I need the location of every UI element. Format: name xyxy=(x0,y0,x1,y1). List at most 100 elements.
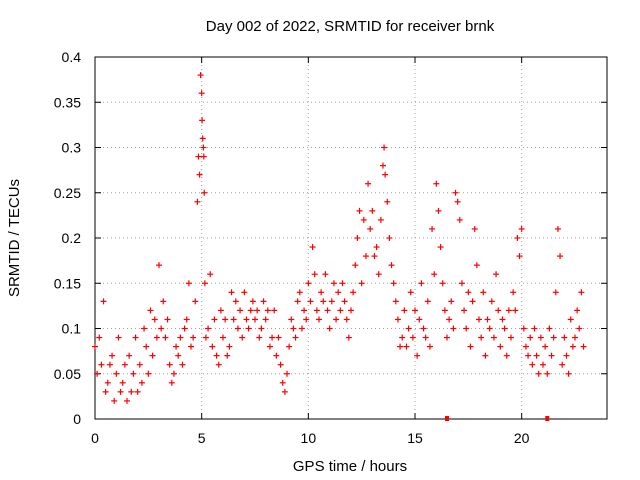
data-point xyxy=(557,253,564,260)
data-point xyxy=(292,334,299,341)
data-point xyxy=(548,352,555,359)
data-point xyxy=(104,379,111,386)
data-point xyxy=(358,280,365,287)
axis-marker-layer xyxy=(445,416,550,421)
data-point xyxy=(256,334,263,341)
data-point xyxy=(205,325,212,332)
data-point xyxy=(554,225,561,232)
data-point xyxy=(529,361,536,368)
data-point xyxy=(533,352,540,359)
data-point xyxy=(505,307,512,314)
data-point xyxy=(177,334,184,341)
data-point xyxy=(458,280,465,287)
data-point xyxy=(197,72,204,79)
x-tick-label: 20 xyxy=(514,430,530,446)
data-point xyxy=(156,262,162,269)
data-point xyxy=(467,343,474,350)
data-point xyxy=(130,370,137,377)
data-point xyxy=(158,325,165,332)
tick-label-layer: 0 5 10 15 20 0 0.05 0.1 0.15 0.2 0.25 0.3 0.35 0.4 xyxy=(54,49,530,446)
data-point xyxy=(490,334,497,341)
data-point xyxy=(392,298,399,305)
data-point xyxy=(580,343,587,350)
data-point xyxy=(249,298,256,305)
data-point xyxy=(456,216,463,223)
data-point xyxy=(493,271,500,278)
data-point xyxy=(531,325,538,332)
data-point xyxy=(222,316,229,323)
data-point xyxy=(452,189,459,196)
data-point xyxy=(303,316,310,323)
data-point xyxy=(147,307,154,314)
data-point xyxy=(111,397,118,404)
data-point xyxy=(286,343,293,350)
data-point xyxy=(527,334,534,341)
data-point xyxy=(288,316,295,323)
data-point xyxy=(126,352,133,359)
data-point xyxy=(234,325,241,332)
data-point xyxy=(535,370,542,377)
data-point xyxy=(200,153,207,160)
x-tick-label: 0 xyxy=(91,430,99,446)
data-point xyxy=(305,280,312,287)
data-point xyxy=(313,307,320,314)
data-point xyxy=(390,280,397,287)
data-point xyxy=(294,298,301,305)
data-point xyxy=(431,271,438,278)
y-tick-label: 0.15 xyxy=(54,275,81,291)
data-point xyxy=(141,325,148,332)
data-point xyxy=(510,289,517,296)
x-tick-label: 5 xyxy=(198,430,206,446)
data-point xyxy=(117,388,124,395)
data-point xyxy=(429,225,436,232)
data-point xyxy=(115,334,122,341)
data-point xyxy=(264,307,271,314)
x-axis-label: GPS time / hours xyxy=(293,458,407,475)
data-point xyxy=(266,343,273,350)
data-point xyxy=(260,298,267,305)
data-point xyxy=(162,334,169,341)
data-point xyxy=(450,325,457,332)
y-axis-label: SRMTID / TECUs xyxy=(6,179,23,297)
data-point xyxy=(247,307,254,314)
data-point xyxy=(96,334,103,341)
data-point xyxy=(220,334,226,341)
data-point xyxy=(394,316,401,323)
data-point xyxy=(217,307,224,314)
grid-layer xyxy=(95,57,607,419)
y-tick-label: 0.4 xyxy=(62,49,82,65)
data-point xyxy=(397,343,404,350)
data-point xyxy=(209,343,216,350)
data-point xyxy=(134,388,141,395)
data-point xyxy=(301,307,308,314)
data-point xyxy=(284,370,290,377)
data-point xyxy=(273,352,280,359)
data-point xyxy=(124,397,130,404)
data-point xyxy=(348,307,354,314)
data-point xyxy=(195,153,202,160)
data-point xyxy=(119,379,126,386)
data-point xyxy=(463,325,470,332)
data-point xyxy=(386,235,393,241)
data-point xyxy=(339,280,346,287)
data-point xyxy=(381,144,388,151)
data-point xyxy=(550,334,557,341)
data-point xyxy=(525,352,532,359)
y-tick-label: 0.05 xyxy=(54,366,81,382)
data-point xyxy=(179,361,186,368)
data-point xyxy=(476,316,482,323)
data-point xyxy=(132,334,139,341)
data-point xyxy=(128,388,135,395)
data-point xyxy=(199,117,206,124)
data-point xyxy=(512,307,519,314)
data-point xyxy=(311,271,318,278)
data-point xyxy=(324,307,331,314)
data-point xyxy=(239,334,246,341)
data-point xyxy=(241,289,248,296)
data-point xyxy=(149,352,156,359)
chart-title: Day 002 of 2022, SRMTID for receiver brn… xyxy=(206,18,495,35)
data-point xyxy=(360,216,367,223)
data-point xyxy=(356,207,363,214)
data-point xyxy=(188,343,194,350)
